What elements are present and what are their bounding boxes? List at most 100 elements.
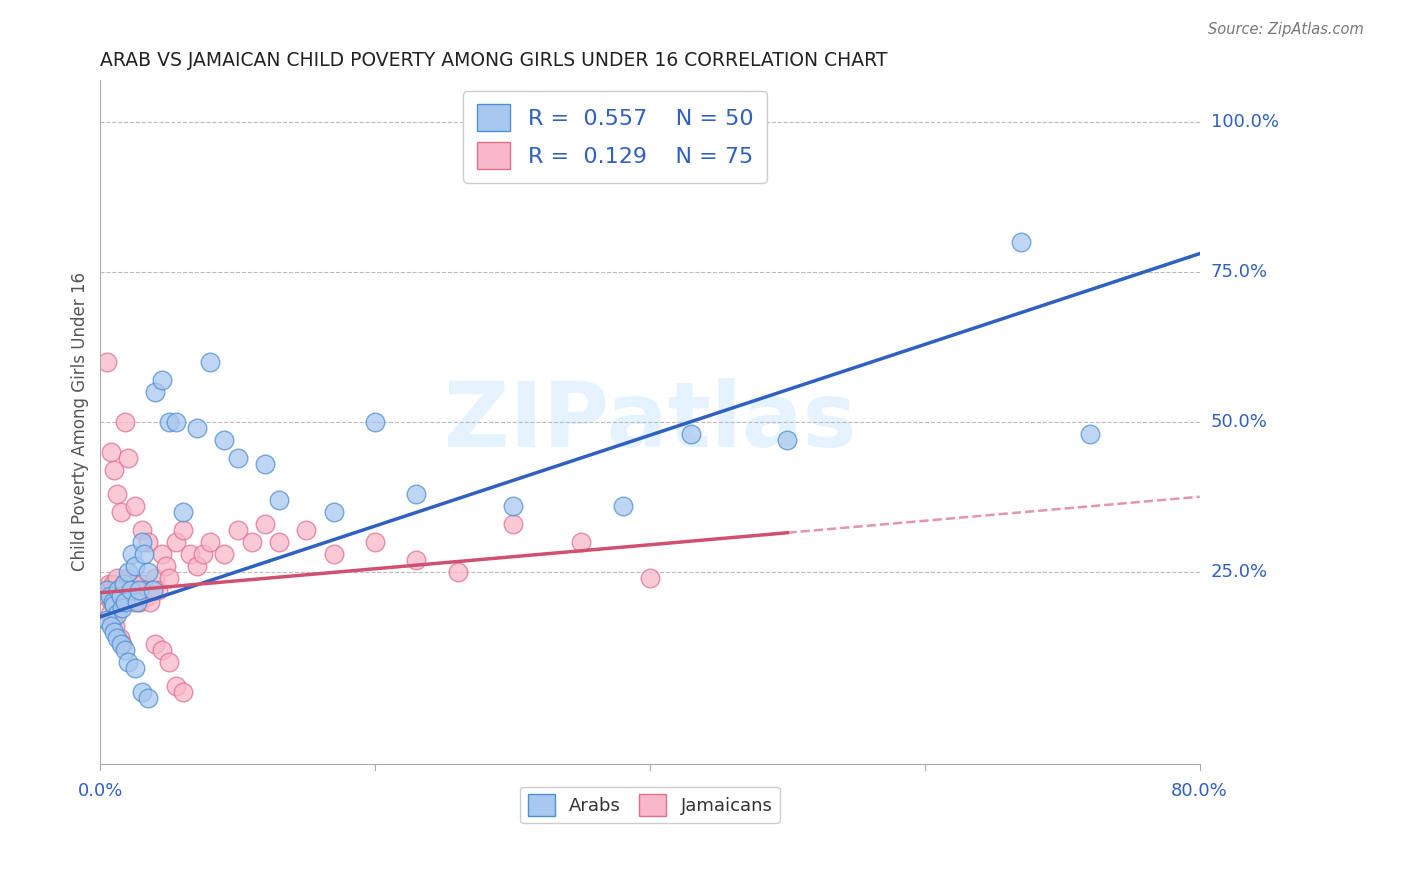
Point [364,415,387,429]
Point [405,487,427,501]
Text: 100.0%: 100.0% [1211,112,1278,130]
Point [150,373,173,387]
Point [134,547,156,561]
Point [131,534,153,549]
Point [101,595,124,609]
Point [134,582,156,597]
Point [502,499,524,513]
Point [146,582,169,597]
Point [138,690,160,705]
Point [165,415,187,429]
Point [103,582,125,597]
Point [96,354,118,368]
Point [105,631,128,645]
Point [200,534,222,549]
Point [240,534,263,549]
Point [127,595,149,609]
Text: 50.0%: 50.0% [1211,413,1267,431]
Text: 80.0%: 80.0% [1171,781,1227,800]
Point [136,589,159,603]
Point [100,444,122,458]
Point [108,595,131,609]
Legend: Arabs, Jamaicans: Arabs, Jamaicans [520,787,780,823]
Point [172,505,194,519]
Point [110,505,132,519]
Point [101,576,124,591]
Point [681,426,703,441]
Point [226,450,249,465]
Point [124,558,146,573]
Point [115,595,138,609]
Point [142,582,165,597]
Point [155,558,177,573]
Point [193,547,215,561]
Point [114,595,136,609]
Point [165,679,187,693]
Point [157,415,180,429]
Point [117,450,139,465]
Point [108,631,131,645]
Point [111,600,134,615]
Point [186,558,208,573]
Point [143,384,166,399]
Point [100,619,122,633]
Point [120,582,142,597]
Point [200,354,222,368]
Text: 25.0%: 25.0% [1211,563,1268,581]
Text: 0.0%: 0.0% [77,781,124,800]
Point [121,576,143,591]
Point [96,613,118,627]
Point [124,595,146,609]
Point [405,553,427,567]
Point [267,492,290,507]
Point [103,624,125,639]
Point [143,637,166,651]
Point [364,534,387,549]
Point [138,565,160,579]
Point [117,565,139,579]
Point [172,685,194,699]
Point [120,589,142,603]
Point [118,582,141,597]
Point [254,457,277,471]
Point [124,499,146,513]
Point [122,582,145,597]
Y-axis label: Child Poverty Among Girls Under 16: Child Poverty Among Girls Under 16 [72,272,89,571]
Point [105,571,128,585]
Point [150,547,173,561]
Point [212,547,235,561]
Point [612,499,634,513]
Point [179,547,201,561]
Point [254,516,277,531]
Point [186,420,208,434]
Point [295,523,318,537]
Point [104,619,127,633]
Point [112,576,135,591]
Point [776,433,799,447]
Point [1078,426,1101,441]
Point [157,655,180,669]
Point [103,598,125,612]
Point [165,534,187,549]
Point [143,571,166,585]
Point [96,582,118,597]
Point [97,576,120,591]
Point [1010,235,1032,249]
Point [172,523,194,537]
Text: 75.0%: 75.0% [1211,262,1268,281]
Point [114,415,136,429]
Text: Source: ZipAtlas.com: Source: ZipAtlas.com [1208,22,1364,37]
Point [212,433,235,447]
Point [100,595,122,609]
Point [96,589,118,603]
Point [114,642,136,657]
Point [93,582,115,597]
Point [105,487,128,501]
Point [104,589,127,603]
Point [124,661,146,675]
Point [131,523,153,537]
Point [117,655,139,669]
Point [267,534,290,549]
Point [101,613,124,627]
Point [128,589,150,603]
